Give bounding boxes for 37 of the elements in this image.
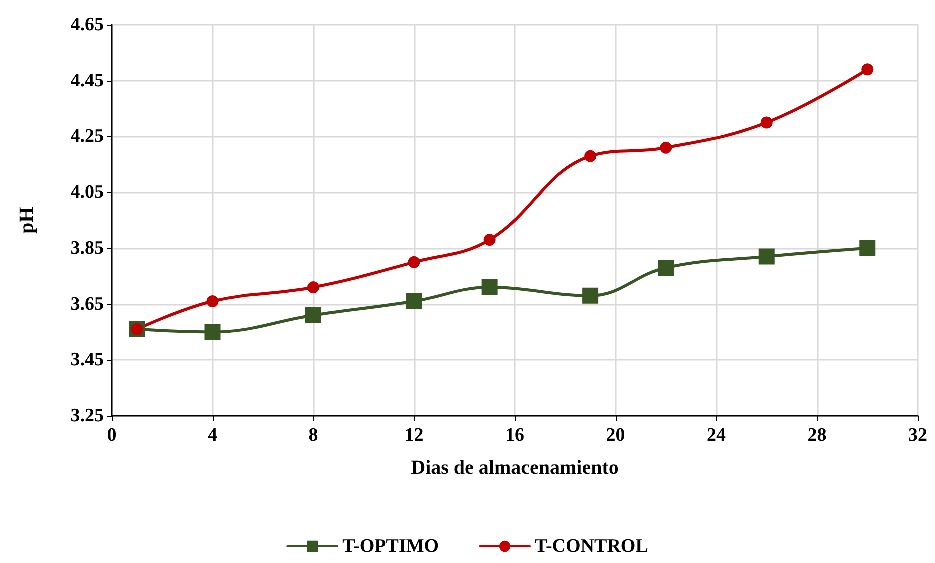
point [406, 293, 422, 310]
point [206, 295, 219, 308]
y-tick-label: 4.65 [70, 14, 104, 36]
y-tick-label: 3.85 [70, 238, 104, 259]
point [658, 260, 674, 276]
legend-label: T-OPTIMO [342, 536, 440, 557]
x-tick-label: 8 [308, 425, 318, 446]
point [408, 256, 420, 268]
point [484, 234, 496, 246]
legend-label: T-CONTROL [535, 536, 648, 557]
point [660, 142, 672, 154]
point [204, 324, 221, 340]
point [758, 248, 775, 265]
point [584, 150, 597, 162]
point [860, 240, 876, 256]
point [482, 280, 498, 296]
x-tick-label: 16 [506, 425, 524, 446]
y-tick-label: 3.65 [70, 294, 104, 315]
point [306, 307, 322, 324]
y-tick-label: 3.25 [70, 406, 104, 426]
x-tick-label: 32 [908, 425, 928, 446]
point [308, 282, 320, 294]
y-tick-label: 4.05 [70, 182, 104, 204]
x-tick-label: 20 [606, 425, 626, 446]
point [582, 288, 599, 304]
x-tick-label: 0 [107, 425, 117, 446]
x-tick-label: 4 [208, 425, 218, 446]
x-tick-label: 12 [404, 425, 424, 446]
y-tick-label: 3.45 [70, 350, 104, 371]
point [760, 116, 773, 129]
x-tick-label: 28 [808, 425, 827, 446]
x-axis-title: Dias de almacenamiento [411, 457, 619, 479]
x-tick-label: 24 [707, 425, 726, 446]
point [862, 64, 874, 76]
y-tick-label: 4.45 [70, 70, 104, 92]
y-tick-label: 4.25 [70, 126, 104, 148]
y-axis-title: pH [16, 206, 38, 234]
